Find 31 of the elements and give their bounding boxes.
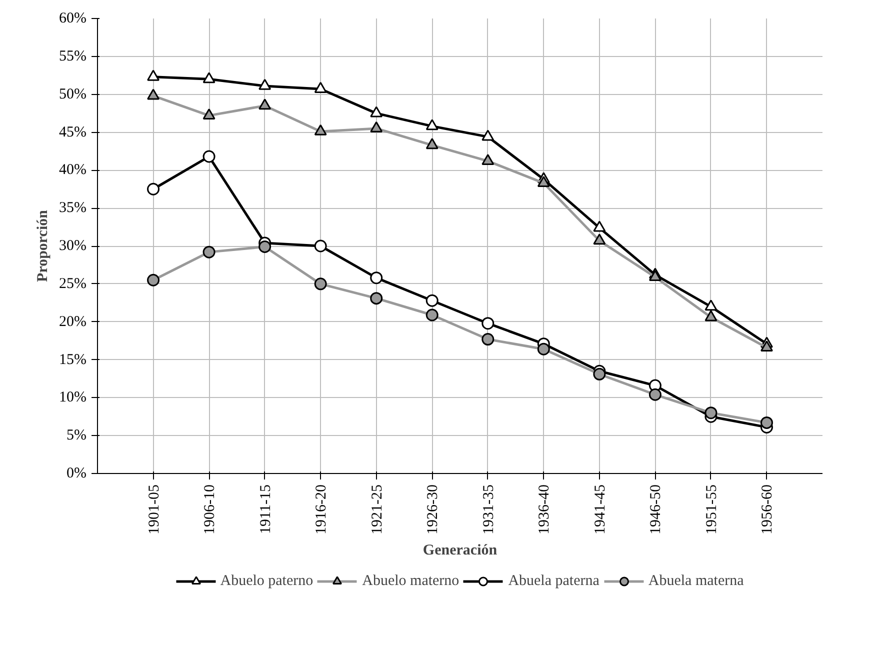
x-tick-label: 1946-50 [648,484,664,534]
x-tick-label: 1956-60 [760,484,776,534]
x-axis-title: Generación [422,542,498,558]
y-tick-label: 0% [66,466,87,482]
legend-label: Abuela materna [648,572,744,590]
y-tick-label: 35% [59,200,87,216]
x-tick-label: 1941-45 [592,484,608,534]
x-tick-label: 1921-25 [369,484,386,534]
y-tick-label: 10% [59,390,87,406]
legend-label: Abuelo paterno [220,572,314,590]
y-tick-label: 50% [59,86,87,102]
y-tick-label: 60% [59,10,87,26]
legend-label: Abuelo materno [362,572,460,590]
y-tick-label: 15% [59,352,87,368]
x-tick-label: 1916-20 [314,484,330,534]
legend-label: Abuela paterna [508,572,600,590]
y-tick-label: 30% [59,238,87,254]
y-tick-label: 25% [59,276,87,292]
y-axis-title: Proporción [35,209,52,282]
y-tick-label: 55% [59,48,87,64]
y-tick-label: 40% [59,162,87,178]
y-tick-label: 5% [66,428,87,444]
x-tick-label: 1911-15 [258,484,274,534]
y-tick-label: 20% [59,314,87,330]
x-tick-label: 1906-10 [202,484,218,534]
x-tick-label: 1951-55 [704,484,720,534]
x-tick-label: 1901-05 [146,484,162,534]
y-tick-label: 45% [59,124,87,140]
x-tick-label: 1926-30 [425,484,442,534]
x-tick-label: 1931-35 [480,484,497,534]
x-tick-label: 1936-40 [536,484,553,534]
